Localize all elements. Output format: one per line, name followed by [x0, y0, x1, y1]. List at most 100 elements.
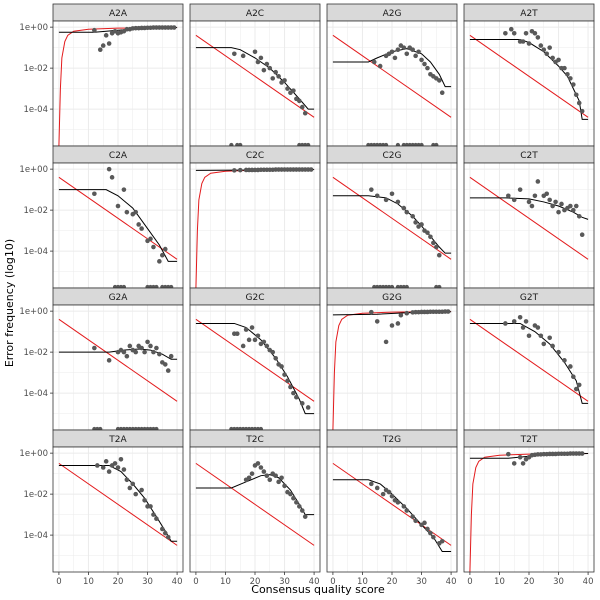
- observed-point: [133, 349, 139, 355]
- observed-point: [559, 201, 564, 207]
- observed-point: [579, 108, 585, 114]
- observed-point: [529, 203, 535, 209]
- panel-plot-area: [332, 309, 452, 430]
- observed-point: [106, 469, 112, 474]
- observed-point: [523, 30, 529, 36]
- observed-point: [395, 199, 401, 205]
- zero-frequency-point: [154, 426, 159, 430]
- nominal-error-line: [469, 176, 589, 260]
- observed-point: [428, 234, 433, 240]
- x-tick-label: 40: [446, 577, 457, 587]
- x-tick-label: 0: [330, 577, 335, 587]
- observed-point: [264, 61, 270, 67]
- panel-plot-area: [469, 451, 589, 572]
- y-tick-label: 1e+00: [19, 165, 48, 175]
- observed-point: [109, 175, 115, 180]
- y-tick-label: 1e-02: [23, 64, 48, 74]
- observed-point: [556, 349, 561, 355]
- nominal-error-line: [469, 453, 589, 572]
- nominal-error-line: [58, 176, 178, 260]
- observed-point: [294, 394, 299, 400]
- observed-point: [369, 187, 374, 192]
- observed-point: [103, 33, 109, 38]
- observed-point: [302, 514, 308, 519]
- panel-plot-area: [469, 26, 589, 120]
- observed-point: [288, 384, 293, 390]
- observed-point: [389, 49, 395, 55]
- facet-panel-a2c: A2C: [189, 3, 321, 147]
- facet-strip-label: C2G: [383, 151, 402, 161]
- observed-point: [568, 76, 573, 81]
- nominal-error-line: [332, 311, 452, 430]
- observed-point: [160, 526, 165, 532]
- zero-frequency-point: [383, 142, 389, 146]
- facet-strip-label: T2A: [108, 435, 127, 445]
- facet-strip-label: A2T: [520, 9, 538, 19]
- observed-point: [439, 538, 445, 544]
- panel-plot-area: [195, 167, 315, 288]
- x-tick-label: 0: [56, 577, 61, 587]
- y-tick-label: 1e-04: [23, 105, 48, 115]
- observed-point: [297, 98, 302, 104]
- observed-point: [419, 222, 424, 227]
- observed-point: [148, 236, 153, 242]
- panel-grid: [190, 447, 320, 572]
- observed-point: [573, 92, 579, 98]
- facet-panel-t2a: T2A: [52, 429, 184, 573]
- observed-point: [517, 314, 523, 320]
- observed-point: [252, 49, 258, 55]
- panel-plot-area: [469, 314, 589, 404]
- observed-point: [410, 213, 415, 219]
- panel-plot-area: [195, 34, 315, 146]
- observed-point: [92, 345, 97, 351]
- observed-point: [288, 491, 293, 497]
- observed-point: [285, 86, 290, 91]
- observed-point: [305, 405, 311, 410]
- x-axis-ticks: 0 10 20 30 40 0 10 20 30 40 0 10 20 30 40 0 10 20 30 40: [56, 572, 594, 587]
- observed-point: [103, 459, 109, 464]
- observed-point: [106, 166, 112, 172]
- observed-point: [523, 319, 529, 324]
- observed-point: [535, 179, 541, 184]
- zero-frequency-point: [389, 284, 395, 288]
- panel-grid: [190, 163, 320, 288]
- observed-point: [419, 57, 424, 63]
- x-tick-label: 10: [83, 577, 94, 587]
- observed-point: [506, 193, 511, 199]
- observed-point: [511, 30, 517, 36]
- facet-strip-label: G2T: [520, 293, 539, 303]
- observed-point: [576, 100, 582, 106]
- observed-point: [139, 345, 144, 351]
- y-tick-label: 1e-02: [23, 348, 48, 358]
- observed-point: [142, 349, 147, 355]
- observed-point: [121, 467, 127, 472]
- observed-point: [398, 312, 404, 318]
- observed-point: [422, 61, 427, 67]
- x-tick-label: 10: [220, 577, 231, 587]
- panel-grid: [53, 447, 183, 572]
- panel-plot-area: [58, 166, 178, 288]
- observed-point: [520, 461, 526, 466]
- observed-point: [410, 47, 415, 52]
- zero-frequency-point: [169, 284, 174, 288]
- observed-point: [526, 41, 532, 46]
- observed-point: [255, 333, 261, 339]
- observed-point: [121, 187, 127, 192]
- y-tick-label: 1e+00: [19, 307, 48, 317]
- observed-point: [232, 51, 237, 57]
- zero-frequency-point: [395, 142, 401, 146]
- observed-point: [369, 309, 374, 315]
- observed-point: [112, 461, 118, 466]
- observed-point: [299, 401, 305, 406]
- zero-frequency-point: [121, 284, 127, 288]
- observed-point: [100, 43, 106, 48]
- observed-point: [115, 203, 121, 209]
- observed-point: [562, 65, 567, 71]
- x-tick-label: 30: [416, 577, 427, 587]
- y-tick-label: 1e-02: [23, 206, 48, 216]
- observed-point: [395, 500, 401, 505]
- x-tick-label: 20: [387, 577, 398, 587]
- panel-grid: [327, 163, 457, 288]
- observed-point: [261, 339, 267, 345]
- facet-panel-c2a: C2A: [52, 145, 184, 289]
